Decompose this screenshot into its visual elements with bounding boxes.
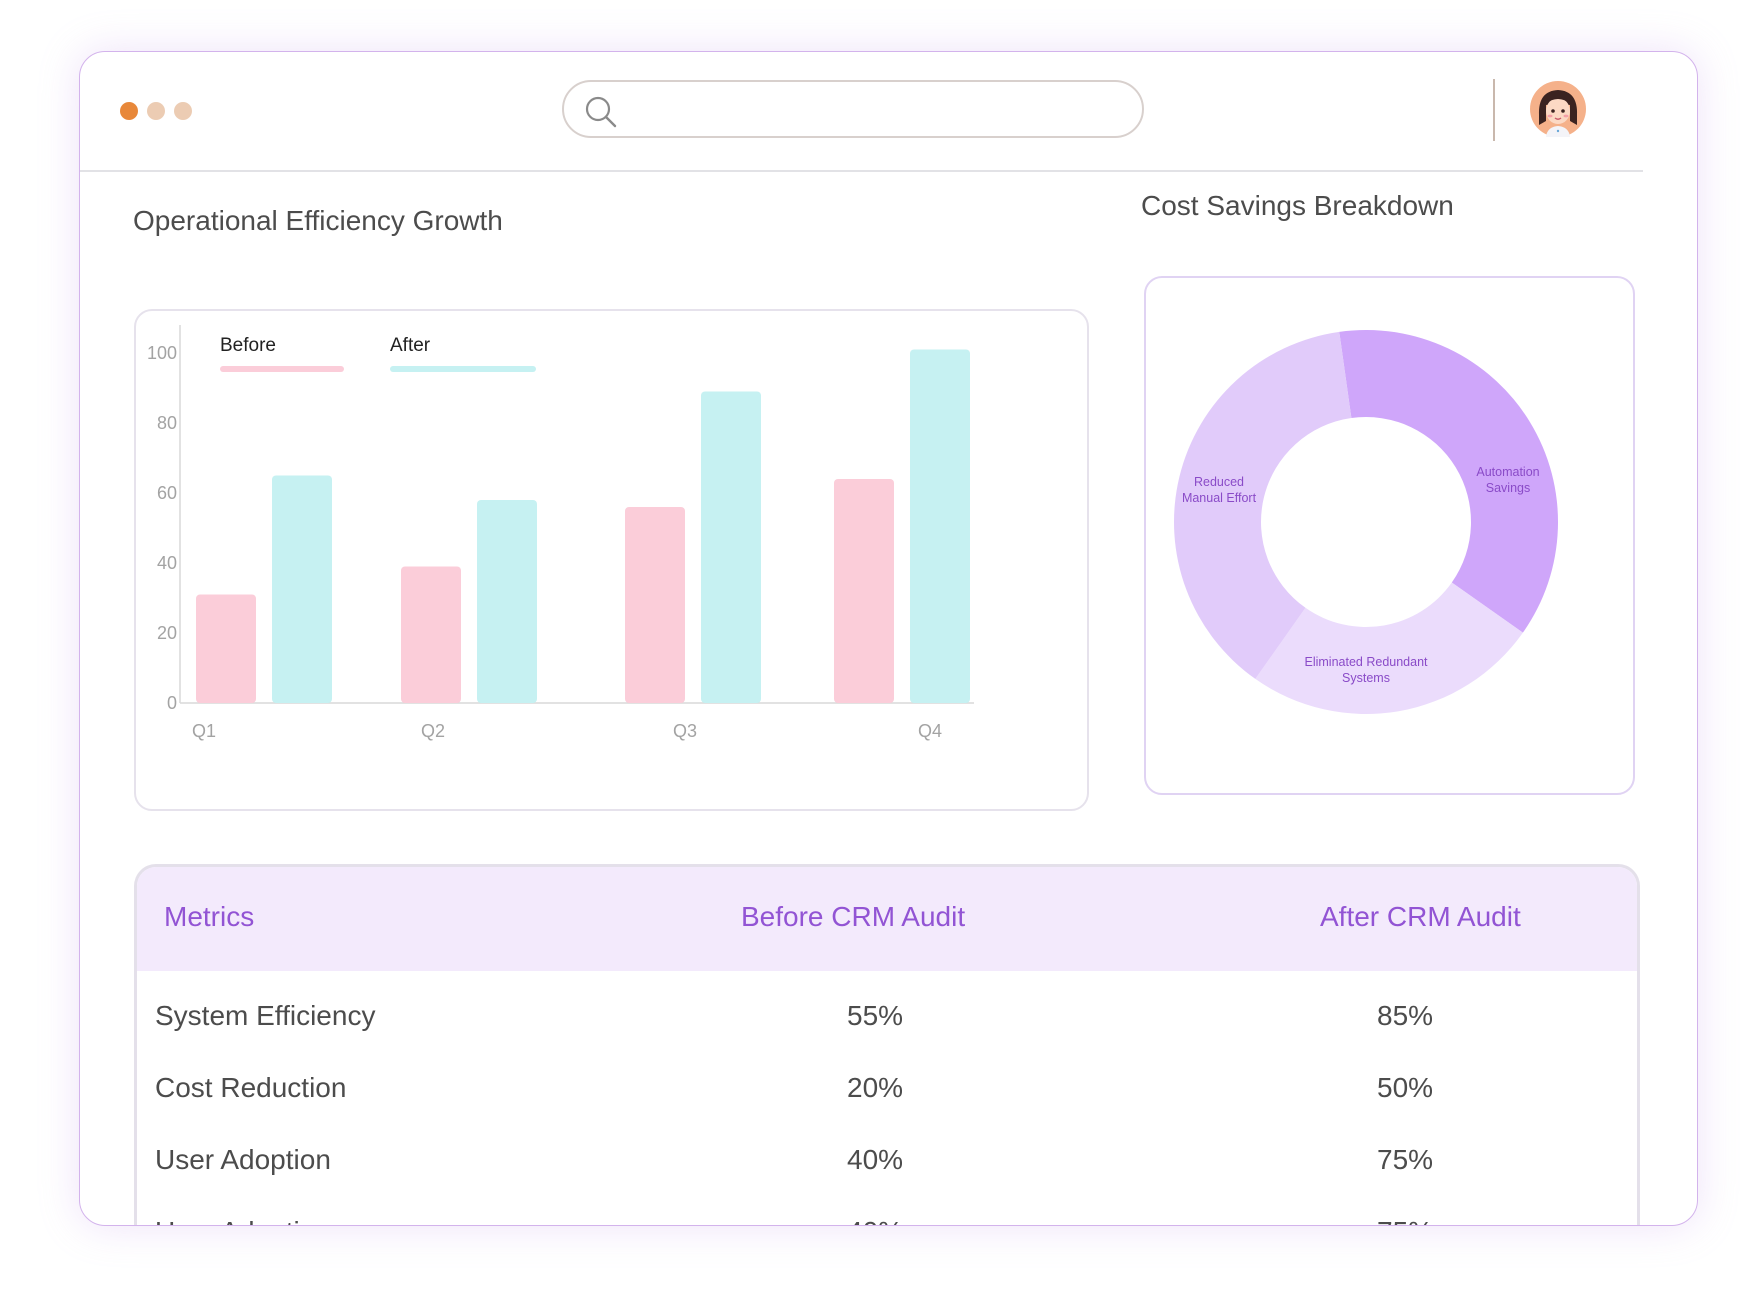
metric-name: Cost Reduction [155,1072,347,1103]
efficiency-chart-title: Operational Efficiency Growth [133,205,503,236]
efficiency-bar-chart: 0 20 40 60 80 100 Q1 Q2 Q3 Q4 Before After [134,309,1089,811]
metrics-table: Metrics Before CRM Audit After CRM Audit… [134,864,1640,1225]
legend-label-before: Before [220,335,276,356]
legend-swatch-before [220,366,344,372]
legend-swatch-after [390,366,536,372]
x-tick-label: Q4 [918,721,942,741]
window-minimize-dot[interactable] [147,102,165,120]
header-separator [80,170,1643,172]
y-tick-label: 100 [147,343,177,363]
y-tick-label: 60 [157,483,177,503]
metric-name: System Efficiency [155,1000,376,1031]
before-value: 55% [847,1000,904,1031]
donut-slice[interactable] [1255,582,1523,714]
y-tick-label: 20 [157,623,177,643]
x-tick-label: Q2 [421,721,445,741]
donut-slice[interactable] [1339,330,1558,633]
after-value: 50% [1377,1072,1434,1103]
table-row: Cost Reduction 20% 50% [137,1072,1637,1144]
y-tick-label: 40 [157,553,177,573]
header-before-crm-audit[interactable]: Before CRM Audit [741,901,966,932]
bar-before-q2[interactable] [401,566,461,704]
donut-slice-label: Eliminated Redundant Systems [1305,655,1429,685]
bar-after-q2[interactable] [477,500,537,703]
top-bar [80,52,1697,172]
before-value: 20% [847,1072,904,1103]
search-input[interactable] [630,90,1124,130]
donut-slice-label: Reduced Manual Effort [1182,475,1257,505]
bar-after-q4[interactable] [910,349,970,704]
table-header: Metrics Before CRM Audit After CRM Audit [137,867,1637,971]
metric-name: User Adoption [155,1144,331,1175]
legend-label-after: After [390,335,431,356]
window-maximize-dot[interactable] [174,102,192,120]
bar-chart-svg: 0 20 40 60 80 100 Q1 Q2 Q3 Q4 Before After [147,325,974,741]
user-avatar[interactable] [1530,81,1586,137]
before-value: 40% [847,1216,903,1225]
after-value: 75% [1377,1216,1433,1225]
cost-savings-donut-chart: Automation Savings Eliminated Redundant Sys… [1144,276,1635,795]
donut-chart-svg: Automation Savings Eliminated Redundant Sys… [1174,330,1558,714]
header-metrics[interactable]: Metrics [164,901,255,932]
x-tick-label: Q3 [673,721,697,741]
metric-name: User Adoption [155,1216,331,1225]
table-row: User Adoption 40% 75% [137,1144,1637,1216]
header-divider [1493,79,1495,141]
after-value: 85% [1377,1000,1434,1031]
y-tick-label: 0 [167,693,177,713]
donut-slice[interactable] [1174,331,1352,679]
bar-after-q3[interactable] [701,391,761,704]
window-close-dot[interactable] [120,102,138,120]
before-value: 40% [847,1144,904,1175]
bar-before-q1[interactable] [196,594,256,704]
donut-slice-label: Automation Savings [1476,465,1539,495]
search-icon[interactable] [584,95,618,129]
bar-before-q3[interactable] [625,507,685,703]
cost-chart-title: Cost Savings Breakdown [1141,190,1454,221]
app-window: Operational Efficiency Growth Cost Savin… [79,51,1698,1226]
search-bar[interactable] [562,80,1144,138]
bar-after-q1[interactable] [272,475,332,704]
x-tick-label: Q1 [192,721,216,741]
table-row: System Efficiency 55% 85% [137,1000,1637,1072]
after-value: 75% [1377,1144,1434,1175]
table-row: User Adoption 40% 75% [137,1216,1637,1225]
header-after-crm-audit[interactable]: After CRM Audit [1320,901,1521,932]
y-tick-label: 80 [157,413,177,433]
bar-before-q4[interactable] [834,479,894,703]
